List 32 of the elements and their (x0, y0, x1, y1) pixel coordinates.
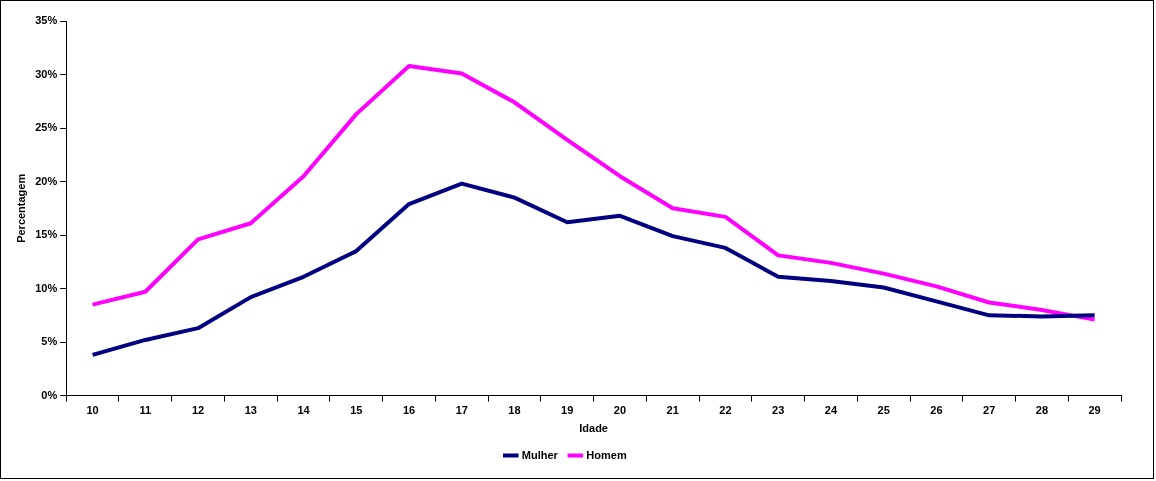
y-tick-label: 5% (41, 335, 58, 348)
x-tick-label: 25 (877, 404, 890, 417)
y-axis-title: Percentagem (14, 173, 27, 243)
x-tick-label: 27 (983, 404, 996, 417)
x-tick-label: 26 (930, 404, 943, 417)
x-tick-label: 21 (666, 404, 679, 417)
x-tick-label: 17 (455, 404, 468, 417)
x-axis-title: Idade (579, 422, 608, 435)
legend-label: Mulher (521, 448, 559, 461)
x-tick-label: 12 (191, 404, 205, 417)
x-tick-label: 24 (824, 404, 838, 417)
x-tick-label: 29 (1088, 404, 1101, 417)
x-tick-label: 28 (1035, 404, 1049, 417)
x-tick-label: 18 (508, 404, 521, 417)
x-tick-label: 22 (719, 404, 732, 417)
x-tick-label: 10 (86, 404, 99, 417)
y-tick-label: 35% (35, 14, 58, 27)
y-tick-label: 0% (41, 388, 58, 401)
y-tick-label: 20% (35, 174, 58, 187)
y-tick-label: 25% (35, 121, 58, 134)
x-tick-label: 23 (772, 404, 785, 417)
legend-label: Homem (586, 448, 627, 461)
y-tick-label: 10% (35, 281, 58, 294)
x-tick-label: 11 (139, 404, 152, 417)
x-tick-label: 13 (244, 404, 257, 417)
x-tick-label: 16 (402, 404, 416, 417)
x-tick-label: 19 (561, 404, 574, 417)
x-tick-label: 14 (297, 404, 311, 417)
x-tick-label: 15 (350, 404, 363, 417)
x-tick-label: 20 (613, 404, 627, 417)
y-tick-label: 30% (35, 67, 58, 80)
y-tick-label: 15% (35, 228, 58, 241)
